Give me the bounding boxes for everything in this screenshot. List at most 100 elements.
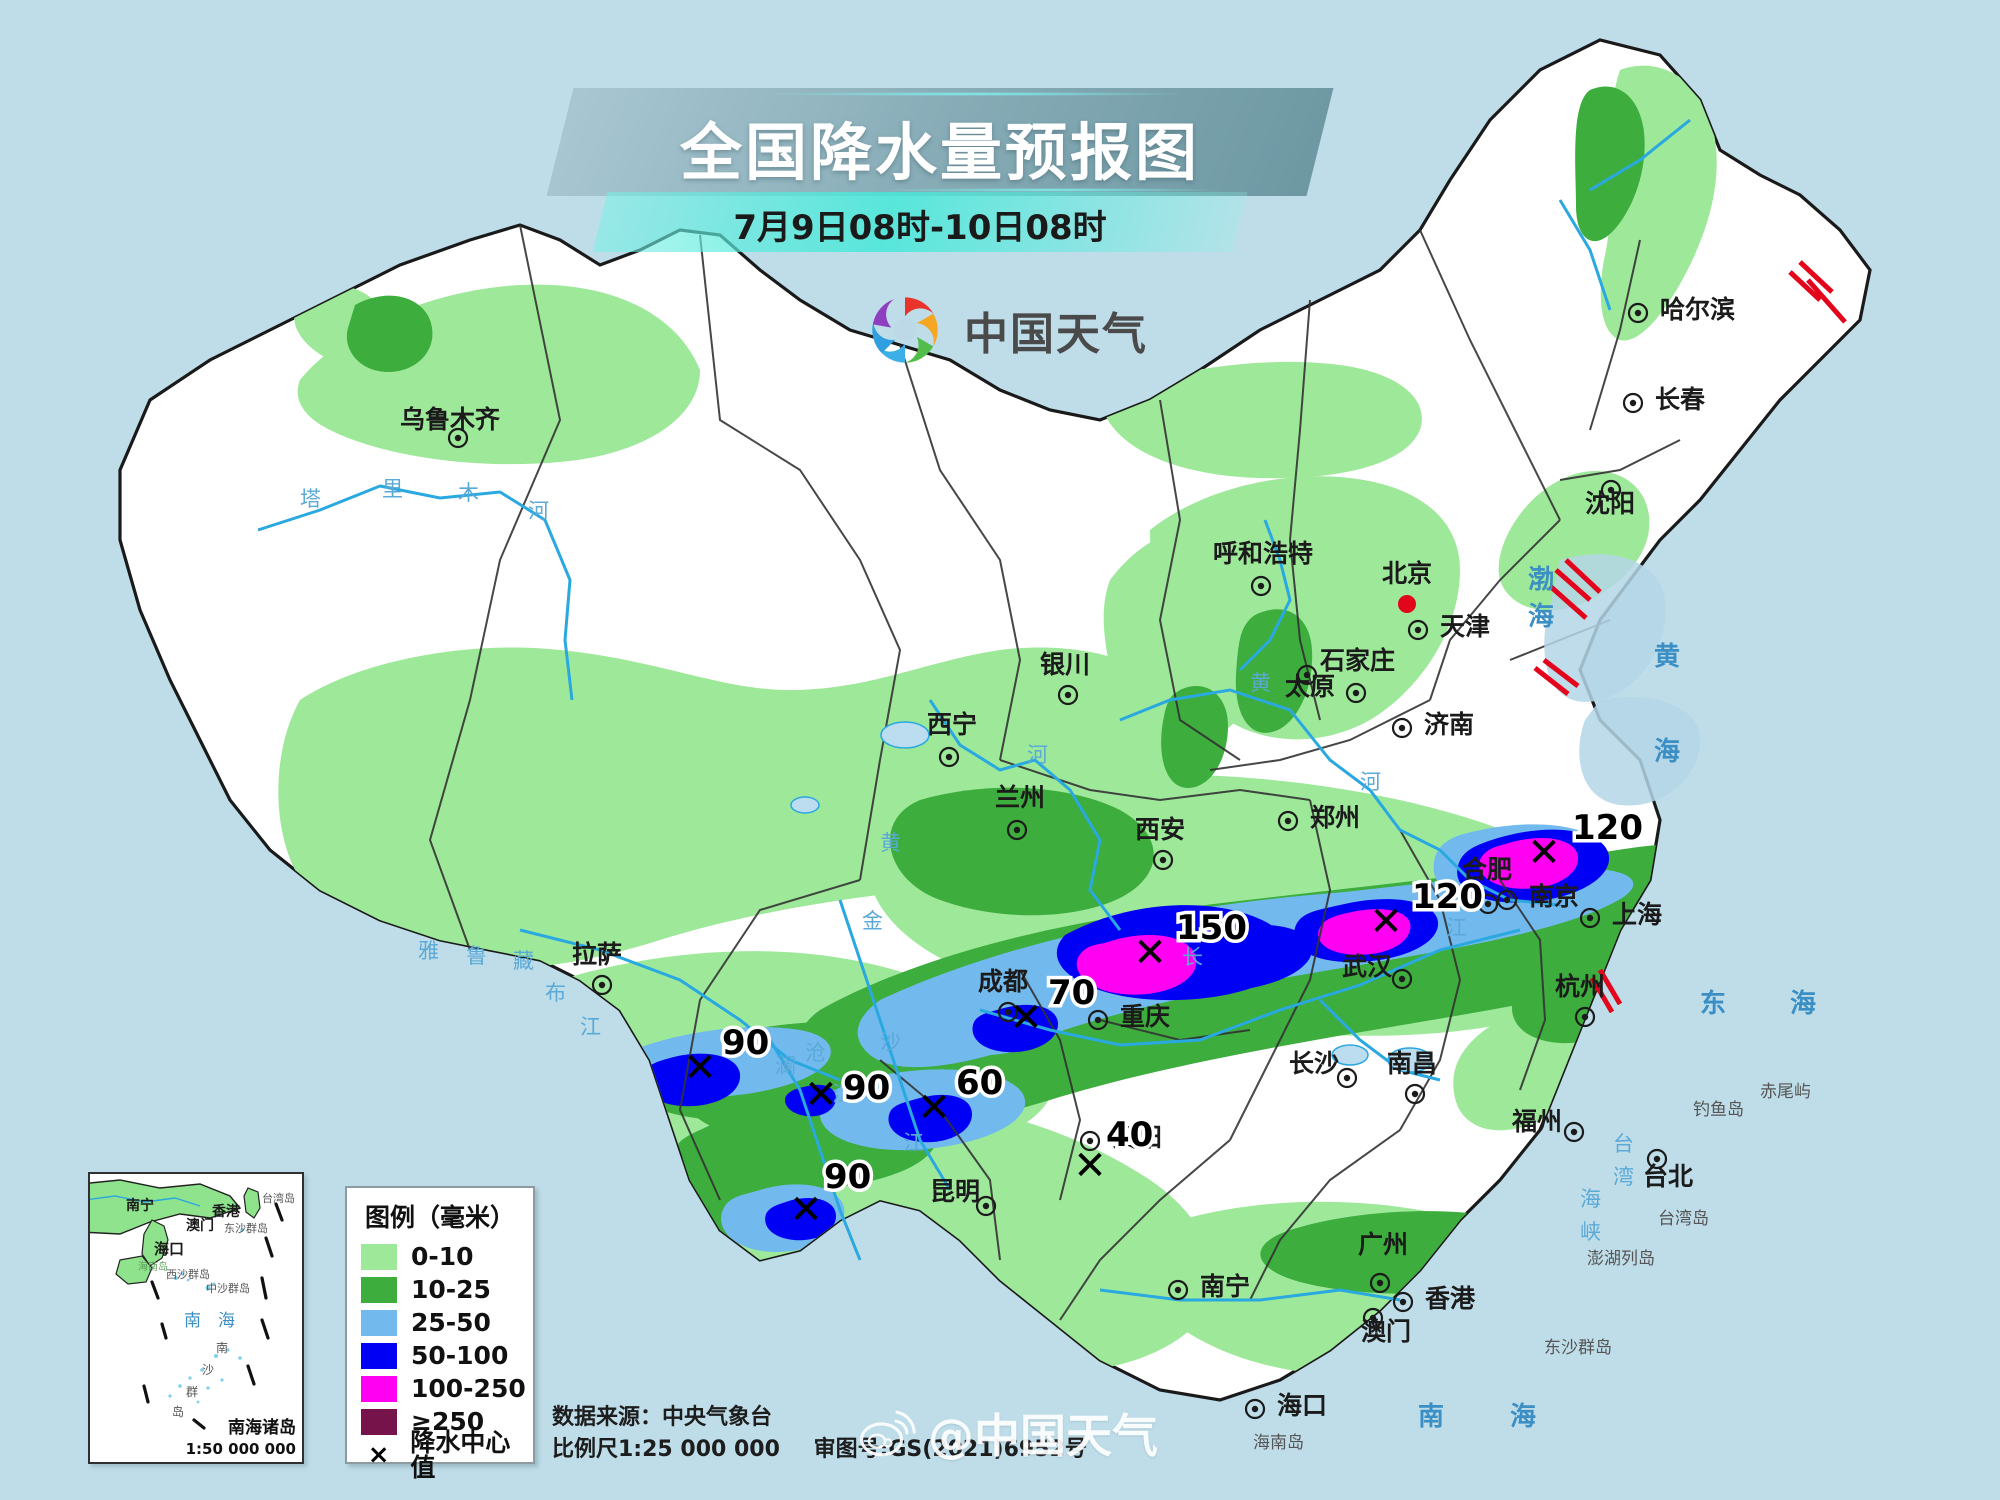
footer-notes: 数据来源：中央气象台 比例尺1:25 000 000 审图号:GS(2021)6…	[552, 1402, 1113, 1466]
legend-swatch	[361, 1243, 397, 1270]
city-marker: 北京	[1382, 559, 1432, 613]
city-dot-center-icon	[1570, 1128, 1578, 1136]
banner-glow-top	[759, 92, 1191, 96]
legend-item-label: 10-25	[411, 1275, 491, 1304]
strait-label: 台	[1613, 1132, 1634, 1156]
river-label: 江	[832, 1082, 853, 1106]
river-label: 藏	[513, 949, 534, 973]
data-source: 数据来源：中央气象台	[552, 1405, 773, 1430]
city-label: 上海	[1612, 900, 1662, 929]
south-china-sea-inset: 南宁 香港 澳门 台湾岛 东沙群岛 海口 海南岛 西沙群岛 中沙群岛 南 海 南…	[88, 1172, 304, 1464]
river-label: 鲁	[466, 944, 487, 968]
precip-center: ✕70	[1009, 970, 1099, 1042]
strait-label: 湾	[1613, 1165, 1634, 1189]
city-dot-center-icon	[945, 753, 953, 761]
svg-text:台湾岛: 台湾岛	[262, 1191, 295, 1205]
city-dot-icon	[1391, 968, 1413, 990]
precip-center-marker-icon: ×	[367, 1439, 390, 1470]
precip-center-value: 120	[1572, 808, 1643, 848]
city-marker: 太原	[1285, 664, 1335, 701]
precip-center: ✕60	[917, 1060, 1007, 1132]
svg-text:南 海: 南 海	[184, 1311, 235, 1331]
city-label: 杭州	[1555, 972, 1605, 1001]
city-label: 乌鲁木齐	[400, 405, 501, 434]
precip-center-value: 150	[1176, 908, 1247, 948]
sea-label: 渤	[1528, 565, 1554, 595]
city-marker: 香港	[1392, 1284, 1476, 1313]
city-marker: 郑州	[1277, 803, 1360, 832]
city-marker: 澳门	[1361, 1307, 1411, 1346]
svg-text:南宁: 南宁	[126, 1197, 154, 1214]
city-marker: 贵阳	[1079, 1123, 1162, 1152]
river-label: 金	[862, 909, 883, 933]
title-banner: 全国降水量预报图 7月9日08时-10日08时	[546, 88, 1380, 288]
city-dot-center-icon	[1607, 486, 1615, 494]
border-tick-marks	[1533, 260, 1847, 1014]
city-marker: 呼和浩特	[1213, 539, 1313, 597]
svg-text:群: 群	[186, 1385, 198, 1399]
strait-label: 海	[1580, 1187, 1601, 1211]
city-dot-center-icon	[1399, 1298, 1407, 1306]
city-marker: 海口	[1244, 1391, 1327, 1420]
sea-label: 海	[1528, 602, 1554, 632]
legend-item-label: 25-50	[411, 1308, 491, 1337]
precipitation-bands	[278, 65, 1736, 1376]
strait-label: 峡	[1580, 1220, 1601, 1244]
legend-item-label: 50-100	[411, 1341, 509, 1370]
forecast-period: 7月9日08时-10日08时	[733, 208, 1107, 248]
city-dot-center-icon	[1352, 689, 1360, 697]
river-labels-layer: 塔里木河黄河黄河雅鲁藏布江澜沧江金沙江长江	[300, 477, 1467, 1155]
city-dot-center-icon	[1411, 1090, 1419, 1098]
city-dot-icon	[1600, 479, 1622, 501]
city-label: 长沙	[1289, 1049, 1339, 1078]
city-dot-icon	[1250, 575, 1272, 597]
city-dot-icon	[1336, 1067, 1358, 1089]
city-dot-center-icon	[1634, 309, 1642, 317]
city-marker: 合肥	[1462, 855, 1512, 915]
precip-center: ✕90	[683, 1020, 773, 1092]
city-dot-icon	[1496, 889, 1518, 911]
svg-text:香港: 香港	[211, 1203, 241, 1220]
precip-center-x-icon: ✕	[917, 1085, 951, 1131]
legend-swatch	[361, 1342, 397, 1369]
city-dot-center-icon	[1086, 1137, 1094, 1145]
city-dot-center-icon	[1013, 826, 1021, 834]
island-label: 东沙群岛	[1544, 1338, 1612, 1358]
precip-center-x-icon: ✕	[1527, 830, 1561, 876]
city-dot-icon	[1362, 1307, 1384, 1329]
city-dot-center-icon	[1586, 914, 1594, 922]
legend-item: 25-50	[347, 1306, 533, 1339]
city-label: 北京	[1382, 559, 1432, 588]
river-label: 江	[580, 1015, 601, 1039]
city-dot-center-icon	[1369, 1314, 1377, 1322]
sea-label: 海	[1790, 989, 1816, 1019]
legend-item: 100-250	[347, 1372, 533, 1405]
city-marker: 杭州	[1555, 972, 1605, 1028]
city-marker: 重庆	[1087, 1002, 1170, 1031]
city-label: 哈尔滨	[1660, 295, 1735, 324]
city-marker: 南昌	[1387, 1049, 1437, 1105]
city-label: 西宁	[927, 710, 977, 739]
city-dot-icon	[1152, 849, 1174, 871]
precip-center: ✕90	[789, 1154, 875, 1234]
city-dot-icon	[1167, 1279, 1189, 1301]
legend-item: ≥250	[347, 1405, 533, 1438]
city-dot-center-icon	[1414, 626, 1422, 634]
city-label: 石家庄	[1319, 646, 1395, 675]
city-dot-center-icon	[1581, 1013, 1589, 1021]
legend-title: 图例（毫米）	[364, 1203, 515, 1232]
city-dot-icon	[1574, 1006, 1596, 1028]
page-title: 全国降水量预报图	[679, 116, 1200, 189]
city-dot-center-icon	[1398, 975, 1406, 983]
city-dot-icon	[1244, 1398, 1266, 1420]
city-label: 济南	[1424, 710, 1474, 739]
city-marker: 石家庄	[1319, 646, 1395, 704]
city-label: 西安	[1135, 815, 1185, 844]
city-marker: 济南	[1391, 710, 1474, 739]
river-label: 沙	[880, 1030, 901, 1054]
precip-center-value: 90	[843, 1068, 890, 1108]
city-dot-center-icon	[1503, 896, 1511, 904]
city-marker: 台北	[1643, 1148, 1693, 1191]
precip-center-value: 90	[824, 1157, 871, 1197]
